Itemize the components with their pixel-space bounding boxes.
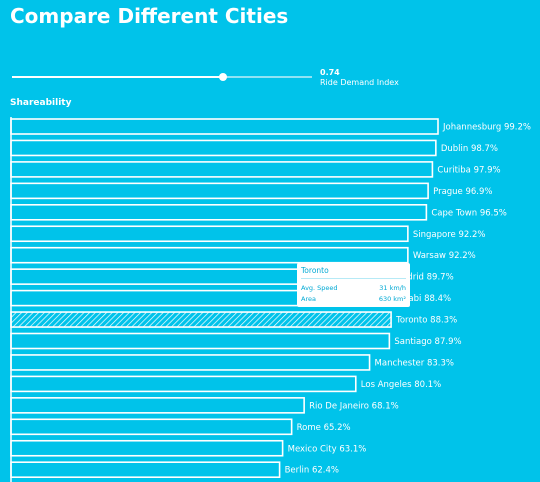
city-tooltip: Toronto Avg. Speed 31 km/h Area 630 km² — [297, 263, 410, 307]
bar-berlin[interactable] — [10, 461, 281, 479]
bar-label: Santiago 87.9% — [394, 337, 461, 347]
tooltip-row-value: 31 km/h — [379, 284, 406, 292]
bar-label: Los Angeles 80.1% — [361, 380, 441, 390]
bar-los-angeles[interactable] — [10, 375, 357, 393]
tooltip-row-value: 630 km² — [378, 295, 406, 303]
bar-label: Mexico City 63.1% — [288, 444, 367, 454]
section-label: Shareability — [10, 98, 72, 108]
tooltip-row-label: Avg. Speed — [301, 284, 338, 292]
bar-label: Cape Town 96.5% — [431, 208, 506, 218]
bar-label: Curitiba 97.9% — [437, 165, 500, 175]
bar-label: Toronto 88.3% — [395, 316, 457, 326]
slider-track-filled — [12, 76, 223, 78]
bar-curitiba[interactable] — [10, 161, 434, 178]
bar-cape-town[interactable] — [10, 204, 428, 221]
bar-dublin[interactable] — [10, 139, 437, 157]
bar-label: Johannesburg 99.2% — [442, 123, 531, 133]
bar-johannesburg[interactable] — [10, 118, 439, 135]
bar-label: Berlin 62.4% — [285, 466, 339, 476]
page-title: Compare Different Cities — [10, 4, 289, 28]
bar-label: Dhabi 88.4% — [397, 294, 452, 304]
bar-rio-de-janeiro[interactable] — [10, 397, 305, 414]
slider-label: Ride Demand Index — [320, 78, 399, 87]
bar-rome[interactable] — [10, 418, 293, 436]
slider-track-empty — [222, 76, 312, 78]
bar-mexico-city[interactable] — [10, 439, 284, 457]
bar-label: Dublin 98.7% — [441, 144, 498, 154]
bar-label: Singapore 92.2% — [413, 230, 486, 240]
bar-label: Rio De Janeiro 68.1% — [309, 401, 399, 411]
tooltip-row-label: Area — [301, 295, 316, 303]
bar-label: Manchester 83.3% — [375, 358, 454, 368]
bar-label: adrid 89.7% — [402, 273, 454, 283]
bar-manchester[interactable] — [10, 354, 371, 371]
bar-santiago[interactable] — [10, 332, 391, 350]
slider-value: 0.74 — [320, 68, 340, 77]
bar-singapore[interactable] — [10, 225, 409, 243]
bar-toronto[interactable] — [10, 311, 392, 328]
ride-demand-slider[interactable] — [12, 70, 312, 84]
tooltip-city-name: Toronto — [301, 266, 406, 279]
bar-label: Warsaw 92.2% — [413, 251, 476, 261]
bar-label: Prague 96.9% — [433, 187, 492, 197]
bar-warsaw[interactable] — [10, 246, 409, 264]
bar-label: Rome 65.2% — [297, 423, 351, 433]
tooltip-row: Avg. Speed 31 km/h — [301, 283, 406, 294]
tooltip-row: Area 630 km² — [301, 294, 406, 305]
bar-prague[interactable] — [10, 182, 429, 200]
slider-handle[interactable] — [218, 73, 227, 81]
